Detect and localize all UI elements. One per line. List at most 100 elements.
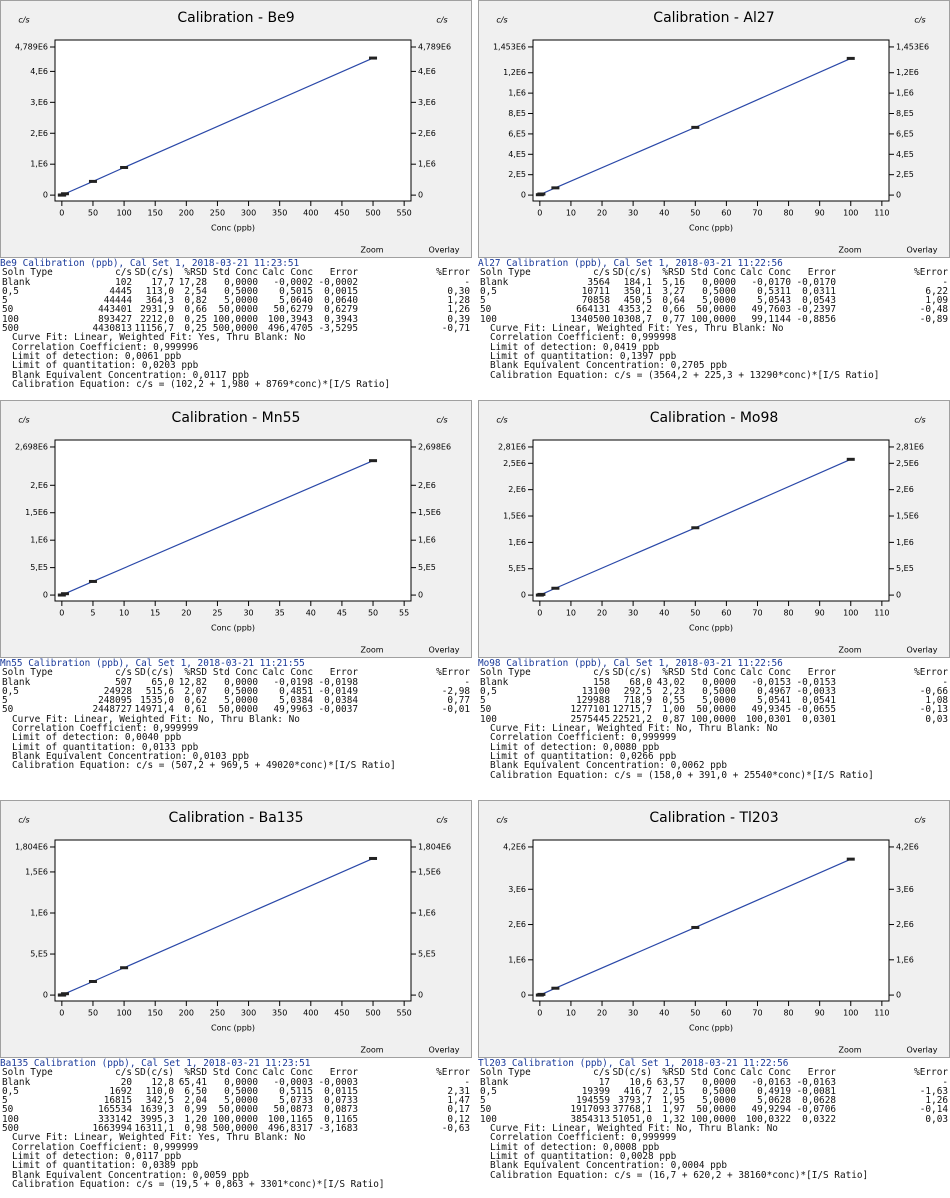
- table-row: 5 16815 342,5 2,04 5,0000 5,0733 0,0733 1,47: [0, 1095, 472, 1107]
- x-tick-label: 250: [210, 209, 225, 218]
- table-row-cell: -0,0198: [273, 676, 313, 688]
- table-row-cell: 0,5: [480, 285, 497, 297]
- y2-tick-label: 5,E5: [418, 563, 436, 572]
- x-tick-label: 0: [59, 1009, 64, 1018]
- calibration-panel: Calibration - Mn55 c/s c/s Conc (ppb) Zoom Ov…: [0, 400, 472, 798]
- report-line: Calibration Equation: c/s = (102,2 + 1,9…: [0, 380, 472, 390]
- x-tick-label: 40: [659, 1009, 669, 1018]
- table-row-cell: 1,00: [662, 704, 685, 716]
- table-row-cell: 0,0115: [324, 1085, 358, 1097]
- x-tick-label: 40: [659, 609, 669, 618]
- table-row-cell: -0,0033: [796, 685, 836, 697]
- calibration-point: [60, 192, 69, 196]
- table-row-cell: 4353,2: [618, 304, 652, 316]
- report-text: Curve Fit: Linear, Weighted Fit: Yes, Th…: [12, 1132, 306, 1144]
- table-row-cell: 5,0541: [757, 695, 791, 707]
- x-tick-label: 450: [334, 1009, 349, 1018]
- table-header-cell: %RSD: [662, 667, 685, 679]
- table-row-cell: 50,0000: [218, 704, 258, 716]
- overlay-button[interactable]: Overlay: [906, 246, 937, 255]
- overlay-button[interactable]: Overlay: [428, 1046, 459, 1055]
- table-header: Soln Type c/s SD(c/s) %RSD Std Conc Calc Conc…: [0, 667, 472, 679]
- table-row-cell: 100,0000: [690, 1113, 736, 1125]
- table-row-cell: 14971,4: [134, 704, 174, 716]
- zoom-button[interactable]: Zoom: [838, 1046, 861, 1055]
- table-header-cell: SD(c/s): [612, 667, 652, 679]
- calibration-point: [88, 179, 97, 183]
- table-row-cell: 5,0384: [279, 695, 313, 707]
- report-text: Limit of detection: 0,0008 ppb: [490, 1141, 660, 1153]
- y2-tick-label: 1,E6: [896, 89, 914, 98]
- table-header-cell: %RSD: [184, 1067, 207, 1079]
- table-row-cell: 0,0000: [224, 276, 258, 288]
- calibration-report: Be9 Calibration (ppb), Cal Set 1, 2018-0…: [0, 258, 472, 390]
- table-row-cell: 12,8: [151, 1076, 174, 1088]
- chart: Calibration - Mn55 c/s c/s Conc (ppb) Zoom Ov…: [0, 400, 472, 658]
- zoom-button[interactable]: Zoom: [838, 646, 861, 655]
- table-row-cell: 0,5115: [279, 1085, 313, 1097]
- y-tick-label: 0: [43, 991, 48, 1000]
- table-header-cell: Std Conc: [212, 667, 258, 679]
- zoom-button[interactable]: Zoom: [360, 1046, 383, 1055]
- table-row-cell: -0,0706: [796, 1104, 836, 1116]
- overlay-button[interactable]: Overlay: [428, 246, 459, 255]
- table-row-cell: 496,8317: [267, 1123, 313, 1135]
- calibration-point: [537, 592, 546, 596]
- table-header: Soln Type c/s SD(c/s) %RSD Std Conc Calc Conc…: [478, 268, 950, 278]
- x-tick-label: 55: [399, 609, 409, 618]
- report-text: Calibration Equation: c/s = (19,5 + 0,86…: [12, 1178, 385, 1190]
- report-line: Curve Fit: Linear, Weighted Fit: No, Thr…: [478, 724, 950, 734]
- y-tick-label: 1,E6: [30, 536, 48, 545]
- table-row-cell: 342,5: [145, 1095, 174, 1107]
- table-row-cell: 0,25: [184, 323, 207, 335]
- overlay-button[interactable]: Overlay: [906, 646, 937, 655]
- overlay-button[interactable]: Overlay: [428, 646, 459, 655]
- table-row-cell: -0,71: [441, 323, 470, 335]
- table-row-cell: 17,7: [151, 276, 174, 288]
- table-row-cell: -0,2397: [796, 304, 836, 316]
- table-row-cell: 0,5000: [224, 285, 258, 297]
- y2-tick-label: 2,E6: [418, 481, 436, 490]
- table-row-cell: 1639,3: [140, 1104, 174, 1116]
- table-row-cell: -0,0170: [796, 276, 836, 288]
- zoom-button[interactable]: Zoom: [838, 246, 861, 255]
- y2-tick-label: 1,453E6: [896, 42, 929, 51]
- table-row-cell: 100: [480, 313, 497, 325]
- report-text: Calibration Equation: c/s = (158,0 + 391…: [490, 769, 874, 781]
- calibration-point: [537, 192, 546, 196]
- report-text: Curve Fit: Linear, Weighted Fit: No, Thr…: [12, 713, 300, 725]
- report-heading: Be9 Calibration (ppb), Cal Set 1, 2018-0…: [0, 258, 300, 269]
- x-tick-label: 150: [148, 1009, 163, 1018]
- table-row-cell: -0,0153: [751, 676, 791, 688]
- table-row-cell: -0,0153: [796, 676, 836, 688]
- y-axis-label: c/s: [496, 16, 507, 25]
- y-tick-label: 2,81E6: [498, 442, 526, 451]
- zoom-button[interactable]: Zoom: [360, 646, 383, 655]
- table-row-cell: 100,0301: [745, 713, 791, 725]
- report-text: Correlation Coefficient: 0,999999: [12, 1141, 199, 1153]
- report-text: Blank Equivalent Concentration: 0,0062 p…: [490, 760, 728, 772]
- table-row-cell: 0,99: [184, 1104, 207, 1116]
- zoom-button[interactable]: Zoom: [360, 246, 383, 255]
- x-tick-label: 50: [690, 609, 700, 618]
- table-row-cell: 3995,3: [140, 1113, 174, 1125]
- table-row-cell: -1,63: [919, 1085, 948, 1097]
- table-row-cell: 110,0: [145, 1085, 174, 1097]
- table-row-cell: 16311,1: [134, 1123, 174, 1135]
- overlay-button[interactable]: Overlay: [906, 1046, 937, 1055]
- calibration-point: [60, 592, 69, 596]
- table-row-cell: 0,62: [184, 695, 207, 707]
- table-row-cell: 100: [480, 713, 497, 725]
- x-tick-label: 10: [119, 609, 129, 618]
- table-row-cell: 50,0000: [218, 1104, 258, 1116]
- table-row-cell: 0,03: [925, 713, 948, 725]
- calibration-report: Al27 Calibration (ppb), Cal Set 1, 2018-…: [478, 259, 950, 380]
- y-tick-label: 5,E5: [30, 950, 48, 959]
- table-row-cell: 1,47: [447, 1095, 470, 1107]
- table-row-cell: 0,66: [184, 304, 207, 316]
- table-row-cell: 13100: [581, 685, 610, 697]
- x-tick-label: 60: [721, 1009, 731, 1018]
- report-text: Calibration Equation: c/s = (507,2 + 969…: [12, 760, 396, 772]
- table-row-cell: 50: [480, 704, 492, 716]
- table-row-cell: 5,16: [662, 276, 685, 288]
